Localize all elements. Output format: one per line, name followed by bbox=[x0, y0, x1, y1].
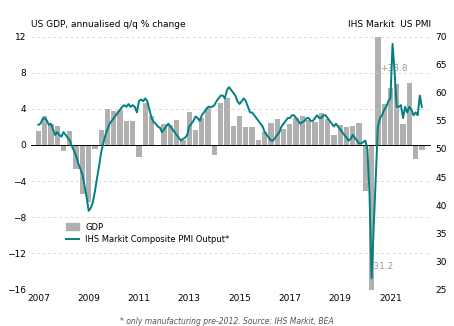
Text: +33.8: +33.8 bbox=[380, 64, 408, 73]
Bar bbox=[262, 132, 267, 145]
Bar bbox=[206, 108, 211, 145]
Bar bbox=[174, 120, 179, 145]
Bar bbox=[350, 126, 355, 145]
Bar bbox=[407, 82, 412, 145]
Bar bbox=[344, 127, 349, 145]
Text: -31.2: -31.2 bbox=[370, 262, 394, 272]
Bar bbox=[331, 135, 336, 145]
Bar bbox=[136, 145, 142, 157]
Bar bbox=[306, 120, 311, 145]
Bar bbox=[218, 103, 223, 145]
Bar bbox=[319, 113, 324, 145]
Bar bbox=[419, 145, 424, 150]
Bar bbox=[413, 145, 418, 159]
Bar bbox=[375, 0, 380, 145]
Text: IHS Markit  US PMI: IHS Markit US PMI bbox=[348, 20, 431, 29]
Bar bbox=[193, 130, 198, 145]
Legend: GDP, IHS Markit Composite PMI Output*: GDP, IHS Markit Composite PMI Output* bbox=[63, 219, 233, 247]
Bar bbox=[394, 84, 400, 145]
Bar bbox=[61, 145, 66, 151]
Bar bbox=[168, 125, 173, 145]
Bar bbox=[118, 110, 123, 145]
Bar bbox=[212, 145, 217, 155]
Bar bbox=[143, 103, 148, 145]
Bar bbox=[86, 145, 91, 202]
Bar bbox=[48, 124, 54, 145]
Bar bbox=[400, 124, 406, 145]
Bar bbox=[231, 126, 236, 145]
Bar bbox=[250, 127, 255, 145]
Bar bbox=[312, 122, 318, 145]
Bar bbox=[187, 111, 192, 145]
Bar bbox=[325, 119, 330, 145]
Bar bbox=[337, 125, 343, 145]
Bar bbox=[275, 119, 280, 145]
Bar bbox=[149, 116, 154, 145]
Bar bbox=[388, 88, 393, 145]
Bar bbox=[224, 98, 230, 145]
Bar bbox=[356, 123, 362, 145]
Bar bbox=[180, 141, 186, 145]
Bar bbox=[105, 109, 110, 145]
Bar bbox=[381, 104, 387, 145]
Bar bbox=[67, 131, 73, 145]
Bar bbox=[256, 141, 261, 145]
Bar bbox=[74, 145, 79, 170]
Bar bbox=[281, 129, 286, 145]
Bar bbox=[130, 122, 135, 145]
Bar bbox=[363, 145, 368, 191]
Text: US GDP, annualised q/q % change: US GDP, annualised q/q % change bbox=[31, 20, 185, 29]
Bar bbox=[111, 111, 116, 145]
Bar bbox=[124, 121, 129, 145]
Bar bbox=[369, 145, 374, 326]
Text: * only manufacturing pre-2012. Source: IHS Markit, BEA: * only manufacturing pre-2012. Source: I… bbox=[120, 318, 334, 326]
Bar bbox=[36, 131, 41, 145]
Bar bbox=[42, 116, 47, 145]
Bar bbox=[237, 116, 242, 145]
Bar bbox=[243, 127, 248, 145]
Bar bbox=[199, 118, 204, 145]
Bar bbox=[300, 116, 305, 145]
Bar bbox=[80, 145, 85, 194]
Bar bbox=[92, 145, 98, 150]
Bar bbox=[54, 126, 60, 145]
Bar bbox=[99, 130, 104, 145]
Bar bbox=[162, 124, 167, 145]
Bar bbox=[287, 124, 292, 145]
Bar bbox=[268, 123, 274, 145]
Bar bbox=[293, 118, 299, 145]
